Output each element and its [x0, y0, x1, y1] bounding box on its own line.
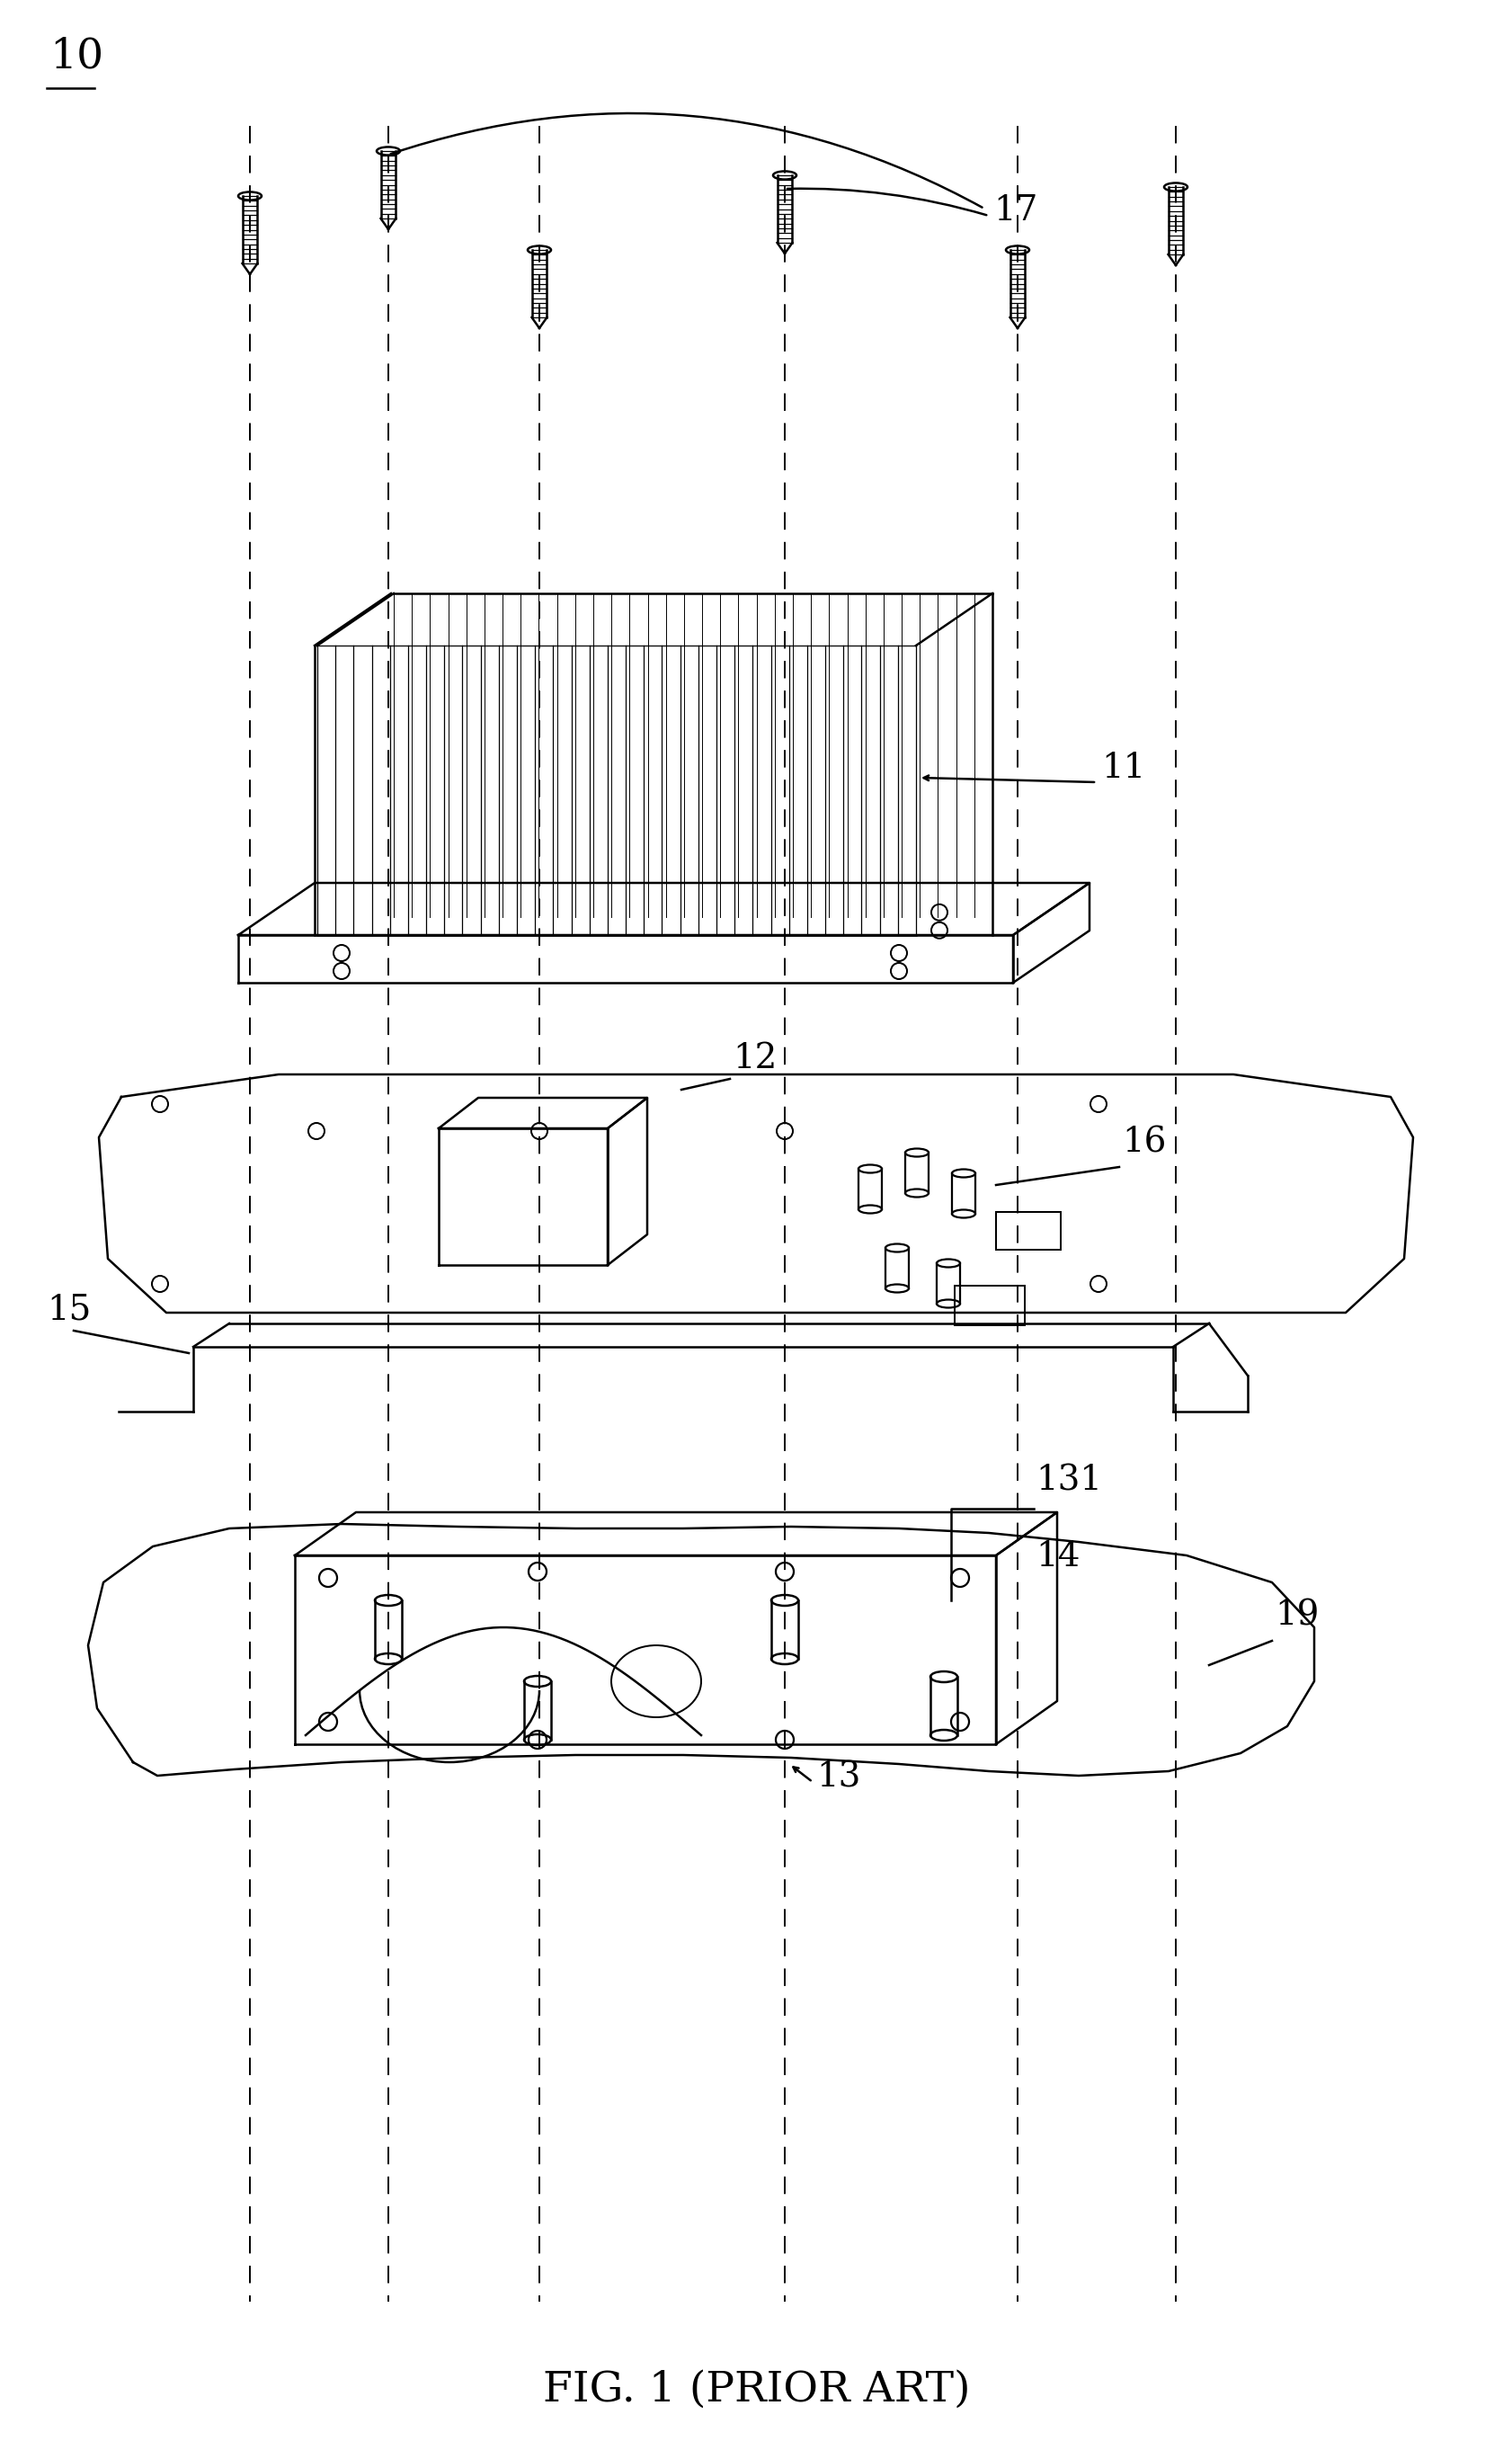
Text: 15: 15 [47, 1294, 91, 1328]
Text: 13: 13 [816, 1762, 860, 1793]
Text: 17: 17 [993, 194, 1037, 228]
Text: 19: 19 [1275, 1600, 1318, 1632]
Text: 11: 11 [1101, 752, 1145, 784]
Text: 12: 12 [732, 1041, 777, 1076]
Text: 10: 10 [50, 37, 103, 76]
Text: 16: 16 [1122, 1127, 1166, 1159]
Text: FIG. 1 (PRIOR ART): FIG. 1 (PRIOR ART) [543, 2369, 969, 2411]
Bar [954, 1286, 1024, 1325]
Bar [995, 1213, 1060, 1250]
Text: 14: 14 [1034, 1541, 1080, 1573]
Text: 131: 131 [1034, 1465, 1101, 1497]
